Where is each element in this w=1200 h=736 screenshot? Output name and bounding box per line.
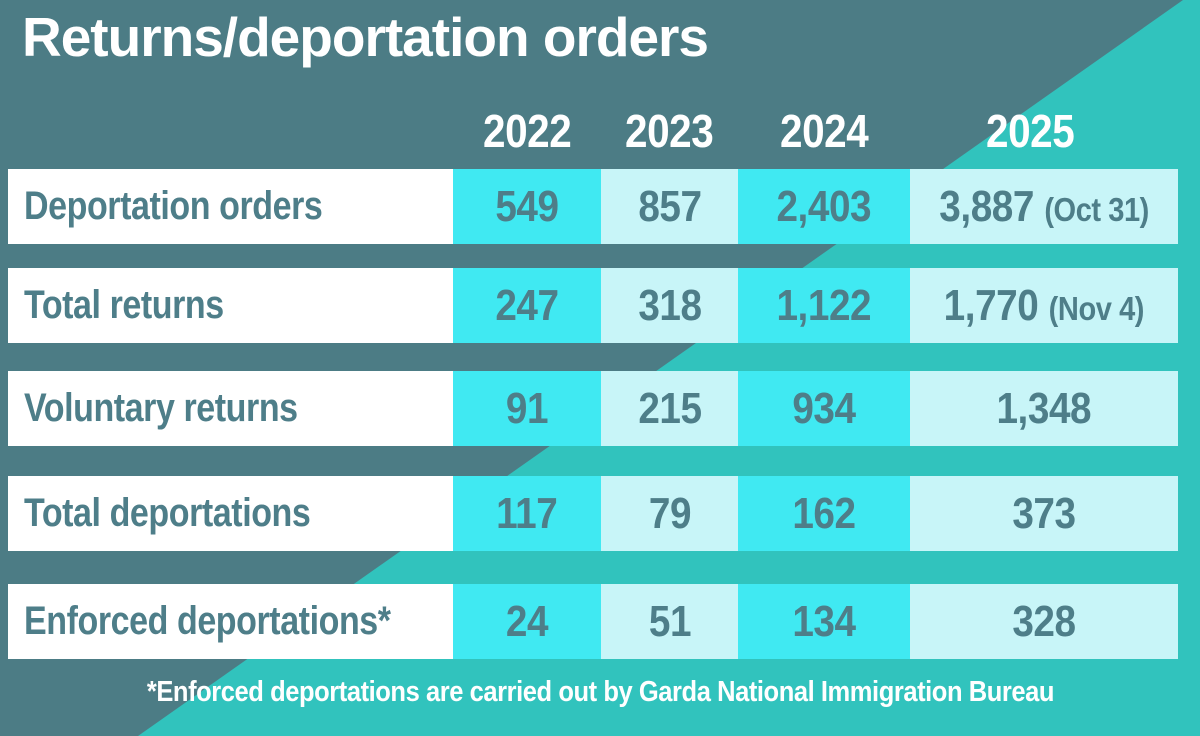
value-cell-2024: 1,122 [738,268,910,343]
value-text: 328 [1012,597,1076,646]
value-text: 318 [637,281,702,330]
value-cell-2025: 1,348 [910,371,1178,446]
row-label-text: Voluntary returns [24,386,298,430]
column-header-label: 2023 [625,105,714,157]
column-header-2024: 2024 [738,102,910,160]
value-cell-2023: 215 [601,371,738,446]
value-cell-2022: 117 [453,476,601,551]
value-cell-2023: 318 [601,268,738,343]
table-row: Voluntary returns 91 215 934 1,348 [8,371,1178,446]
column-header-2025: 2025 [896,102,1164,160]
value-cell-2023: 51 [601,584,738,659]
value-text: 1,348 [996,384,1092,433]
row-label: Enforced deportations* [8,584,453,659]
value-cell-2024: 934 [738,371,910,446]
value-cell-2022: 247 [453,268,601,343]
value-cell-2024: 162 [738,476,910,551]
date-note: (Oct 31) [1044,191,1149,228]
value-text: 51 [648,597,691,646]
value-text: 1,122 [776,281,872,330]
value-text: 1,770 (Nov 4) [943,281,1145,330]
row-label: Voluntary returns [8,371,453,446]
value-text: 3,887 (Oct 31) [939,182,1149,231]
row-label-text: Enforced deportations* [24,599,391,643]
value-text: 162 [792,489,856,538]
value-cell-2025: 1,770 (Nov 4) [910,268,1178,343]
value-text: 117 [496,489,558,538]
column-header-label: 2025 [985,105,1075,157]
value-text: 373 [1012,489,1076,538]
footnote-text: *Enforced deportations are carried out b… [146,676,1054,708]
row-label-text: Deportation orders [24,184,323,228]
row-label: Total deportations [8,476,453,551]
table-row: Deportation orders 549 857 2,403 3,887 (Oct … [8,169,1178,244]
value-text: 857 [637,182,702,231]
value-cell-2022: 91 [453,371,601,446]
footnote: *Enforced deportations are carried out b… [0,676,1200,709]
value-cell-2024: 2,403 [738,169,910,244]
value-cell-2022: 24 [453,584,601,659]
page-title: Returns/deportation orders [22,6,709,68]
table-row: Total deportations 117 79 162 373 [8,476,1178,551]
value-text: 549 [495,182,559,231]
value-text: 24 [505,597,549,646]
table-row: Total returns 247 318 1,122 1,770 (Nov 4) [8,268,1178,343]
row-label: Total returns [8,268,453,343]
value-text: 215 [637,384,702,433]
value-text: 91 [505,384,549,433]
column-header-label: 2024 [779,105,869,157]
column-header-2023: 2023 [601,102,738,160]
table-row: Enforced deportations* 24 51 134 328 [8,584,1178,659]
row-label-text: Total returns [24,283,224,327]
value-cell-2025: 373 [910,476,1178,551]
date-note: (Nov 4) [1048,290,1145,327]
column-header-label: 2022 [482,105,572,157]
value-text: 2,403 [776,182,872,231]
row-label: Deportation orders [8,169,453,244]
value-text: 134 [792,597,856,646]
value-text: 79 [648,489,691,538]
value-cell-2023: 857 [601,169,738,244]
value-cell-2025: 3,887 (Oct 31) [910,169,1178,244]
row-label-text: Total deportations [24,491,311,535]
value-cell-2024: 134 [738,584,910,659]
column-header-2022: 2022 [453,102,601,160]
value-text: 247 [495,281,559,330]
value-cell-2023: 79 [601,476,738,551]
value-cell-2022: 549 [453,169,601,244]
value-cell-2025: 328 [910,584,1178,659]
value-text: 934 [792,384,856,433]
